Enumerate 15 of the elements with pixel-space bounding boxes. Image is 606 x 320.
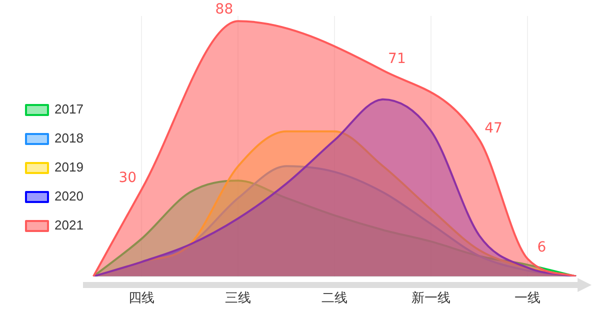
x-tick-label: 二线 — [322, 290, 348, 305]
legend-label: 2017 — [54, 102, 84, 117]
legend-label: 2021 — [54, 218, 84, 233]
x-tick-label: 一线 — [514, 290, 541, 305]
data-label: 88 — [215, 2, 234, 18]
data-label: 6 — [537, 240, 546, 256]
x-tick-label: 新一线 — [412, 290, 451, 305]
legend-label: 2020 — [54, 188, 84, 204]
legend-label: 2019 — [54, 160, 84, 175]
x-tick-label: 四线 — [128, 290, 155, 305]
data-label: 30 — [118, 170, 137, 186]
legend-label: 2018 — [54, 130, 84, 146]
data-label: 71 — [388, 51, 406, 68]
data-label: 47 — [484, 120, 502, 137]
x-tick-label: 三线 — [225, 290, 252, 305]
